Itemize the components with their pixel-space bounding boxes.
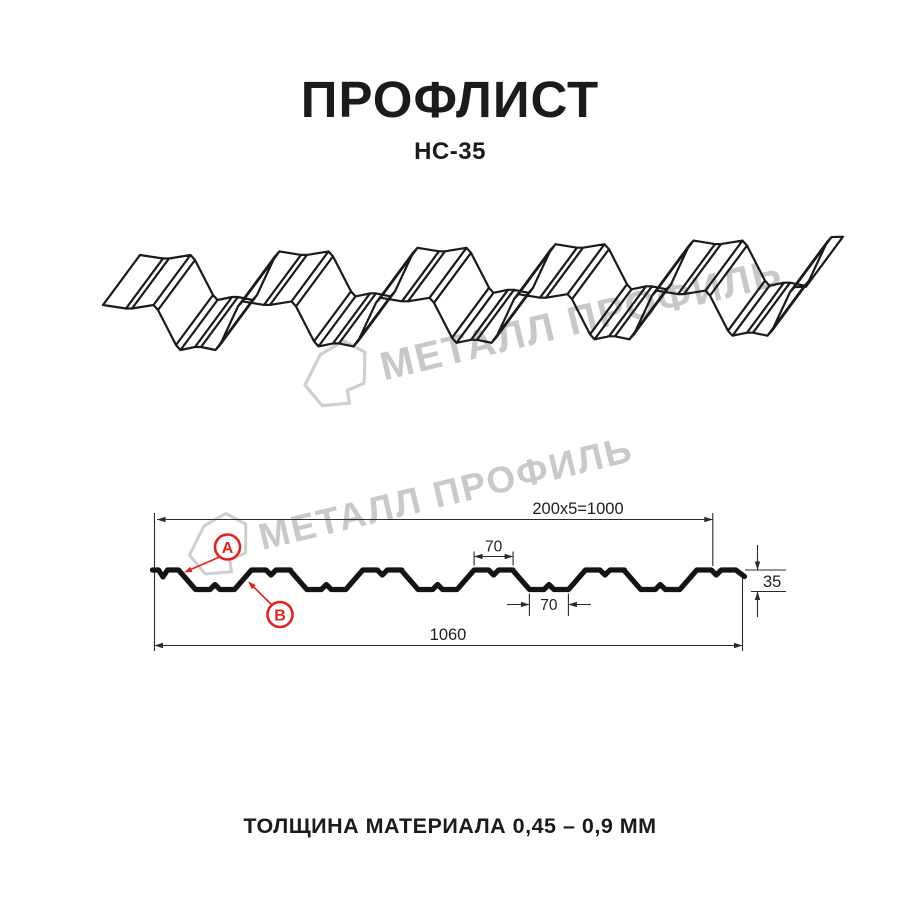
dim-total-width-label: 1060 — [430, 626, 467, 644]
brand-logo-icon — [303, 339, 367, 408]
watermark-brand-text: МЕТАЛЛ ПРОФИЛЬ — [255, 428, 637, 557]
material-thickness-note: ТОЛЩИНА МАТЕРИАЛА 0,45 – 0,9 ММ — [243, 814, 657, 838]
marker-b-circle — [266, 600, 294, 629]
marker-a-circle — [213, 533, 242, 561]
marker-a: A — [184, 533, 242, 573]
page-title: ПРОФЛИСТ — [300, 71, 600, 128]
profile-model-name: НС-35 — [414, 138, 486, 165]
cross-section-drawing: 200x5=1000 70 70 35 1060 A B — [149, 500, 786, 651]
dim-height-label: 35 — [763, 573, 781, 591]
marker-a-arrow — [185, 556, 220, 573]
marker-a-letter: A — [222, 540, 234, 557]
marker-b-letter: B — [274, 608, 286, 625]
marker-b: B — [248, 581, 294, 629]
dim-rib-bottom-label: 70 — [540, 597, 558, 614]
profile-cross-section-outline — [149, 567, 748, 593]
dimension-lines — [153, 513, 786, 651]
dim-rib-top-label: 70 — [485, 539, 503, 556]
marker-b-arrowhead — [248, 581, 256, 590]
marker-a-arrowhead — [184, 566, 193, 573]
dim-working-width-label: 200x5=1000 — [532, 500, 623, 518]
profiled-sheet-3d-drawing — [101, 235, 845, 352]
brand-logo-icon — [187, 511, 248, 576]
profiled-sheet-3d-lines — [101, 235, 845, 352]
